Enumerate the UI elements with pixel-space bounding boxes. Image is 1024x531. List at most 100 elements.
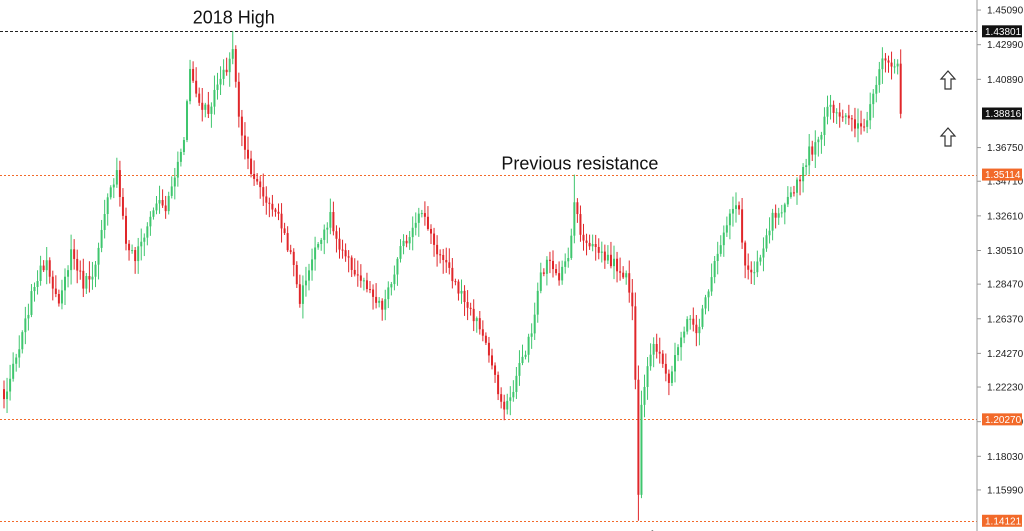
candle bbox=[51, 270, 54, 301]
candle-body bbox=[21, 332, 24, 350]
candle-body bbox=[97, 247, 100, 265]
candle bbox=[707, 289, 710, 312]
candle-body bbox=[616, 258, 619, 272]
candle-body bbox=[725, 225, 728, 233]
candle bbox=[558, 261, 561, 286]
candle-body bbox=[338, 238, 341, 250]
candle bbox=[420, 209, 423, 218]
candle-body bbox=[533, 314, 536, 334]
candle bbox=[869, 92, 872, 130]
candle-body bbox=[54, 288, 57, 295]
candle-body bbox=[167, 195, 170, 212]
candle-body bbox=[186, 101, 188, 140]
candle-body bbox=[899, 63, 902, 114]
candle-body bbox=[872, 93, 875, 105]
candle-body bbox=[689, 318, 692, 320]
candle-body bbox=[857, 123, 859, 129]
y-tick-label: 1.30510 bbox=[987, 246, 1024, 257]
candle bbox=[820, 131, 823, 154]
candle-body bbox=[716, 253, 719, 261]
candle bbox=[457, 279, 460, 301]
candle-body bbox=[280, 213, 283, 229]
candle bbox=[844, 113, 847, 125]
candle bbox=[173, 167, 176, 200]
candle bbox=[118, 160, 121, 207]
candle-body bbox=[728, 213, 731, 226]
candle-body bbox=[463, 290, 466, 303]
candle bbox=[466, 290, 469, 321]
candle-body bbox=[277, 211, 280, 214]
candle-body bbox=[234, 49, 237, 82]
candle bbox=[433, 227, 436, 257]
candle bbox=[82, 258, 85, 298]
candle bbox=[283, 222, 286, 235]
candle bbox=[579, 205, 582, 242]
candle-body bbox=[634, 306, 637, 380]
candle-body bbox=[542, 272, 545, 274]
candle-body bbox=[768, 230, 771, 236]
candle-body bbox=[250, 158, 253, 174]
candle-body bbox=[289, 250, 292, 252]
candle-body bbox=[826, 106, 829, 117]
candle-body bbox=[396, 258, 399, 275]
candle bbox=[680, 331, 683, 361]
candle bbox=[515, 366, 518, 399]
current-price-tag-box bbox=[982, 107, 1022, 120]
candle bbox=[631, 279, 634, 321]
y-tick-label: 1.26370 bbox=[987, 314, 1024, 325]
price-tag: 1.14121 bbox=[982, 514, 1022, 527]
candle-body bbox=[628, 273, 631, 293]
price-tag: 1.35114 bbox=[982, 168, 1022, 181]
candle bbox=[652, 337, 655, 368]
price-tags: 1.43801 1.35114 1.20270 1.14121 1.38816 bbox=[982, 25, 1022, 527]
candle-body bbox=[420, 213, 423, 215]
candle bbox=[161, 189, 164, 208]
candle bbox=[518, 350, 521, 386]
candle bbox=[292, 248, 295, 277]
candle bbox=[286, 226, 289, 253]
candle bbox=[359, 264, 362, 288]
candle bbox=[222, 59, 225, 86]
candle bbox=[478, 310, 481, 335]
candle-body bbox=[134, 250, 137, 262]
candle bbox=[417, 207, 420, 237]
candle-body bbox=[811, 146, 814, 155]
candle bbox=[555, 264, 558, 276]
candle-body bbox=[372, 289, 375, 297]
candle bbox=[600, 241, 603, 263]
candle-body bbox=[591, 244, 594, 247]
candle-body bbox=[603, 251, 606, 261]
candle-body bbox=[744, 242, 747, 266]
candle-body bbox=[112, 184, 115, 188]
candle bbox=[744, 240, 747, 279]
candle bbox=[896, 59, 899, 75]
current-price-tag: 1.38816 bbox=[982, 107, 1022, 120]
candle-body bbox=[356, 274, 359, 276]
candle bbox=[591, 234, 594, 252]
candle bbox=[738, 201, 741, 215]
candle-body bbox=[893, 66, 896, 68]
candle bbox=[759, 254, 762, 266]
candle bbox=[698, 318, 701, 346]
candle bbox=[21, 330, 24, 354]
candle-body bbox=[332, 212, 335, 232]
candle-body bbox=[588, 242, 591, 247]
candle bbox=[121, 188, 124, 220]
candle-body bbox=[207, 104, 210, 114]
candle bbox=[179, 148, 182, 167]
candle bbox=[799, 174, 802, 196]
candle bbox=[225, 57, 228, 76]
candle bbox=[213, 75, 216, 115]
candle bbox=[609, 241, 612, 269]
candle-body bbox=[765, 235, 768, 249]
candle bbox=[405, 234, 408, 248]
candle-body bbox=[500, 394, 503, 402]
candle bbox=[658, 337, 661, 364]
candle bbox=[774, 204, 777, 229]
candle bbox=[134, 246, 137, 274]
candle bbox=[195, 67, 198, 98]
candle-body bbox=[64, 276, 66, 291]
candle-body bbox=[484, 335, 487, 343]
candle-body bbox=[387, 287, 390, 300]
candle bbox=[646, 357, 649, 400]
